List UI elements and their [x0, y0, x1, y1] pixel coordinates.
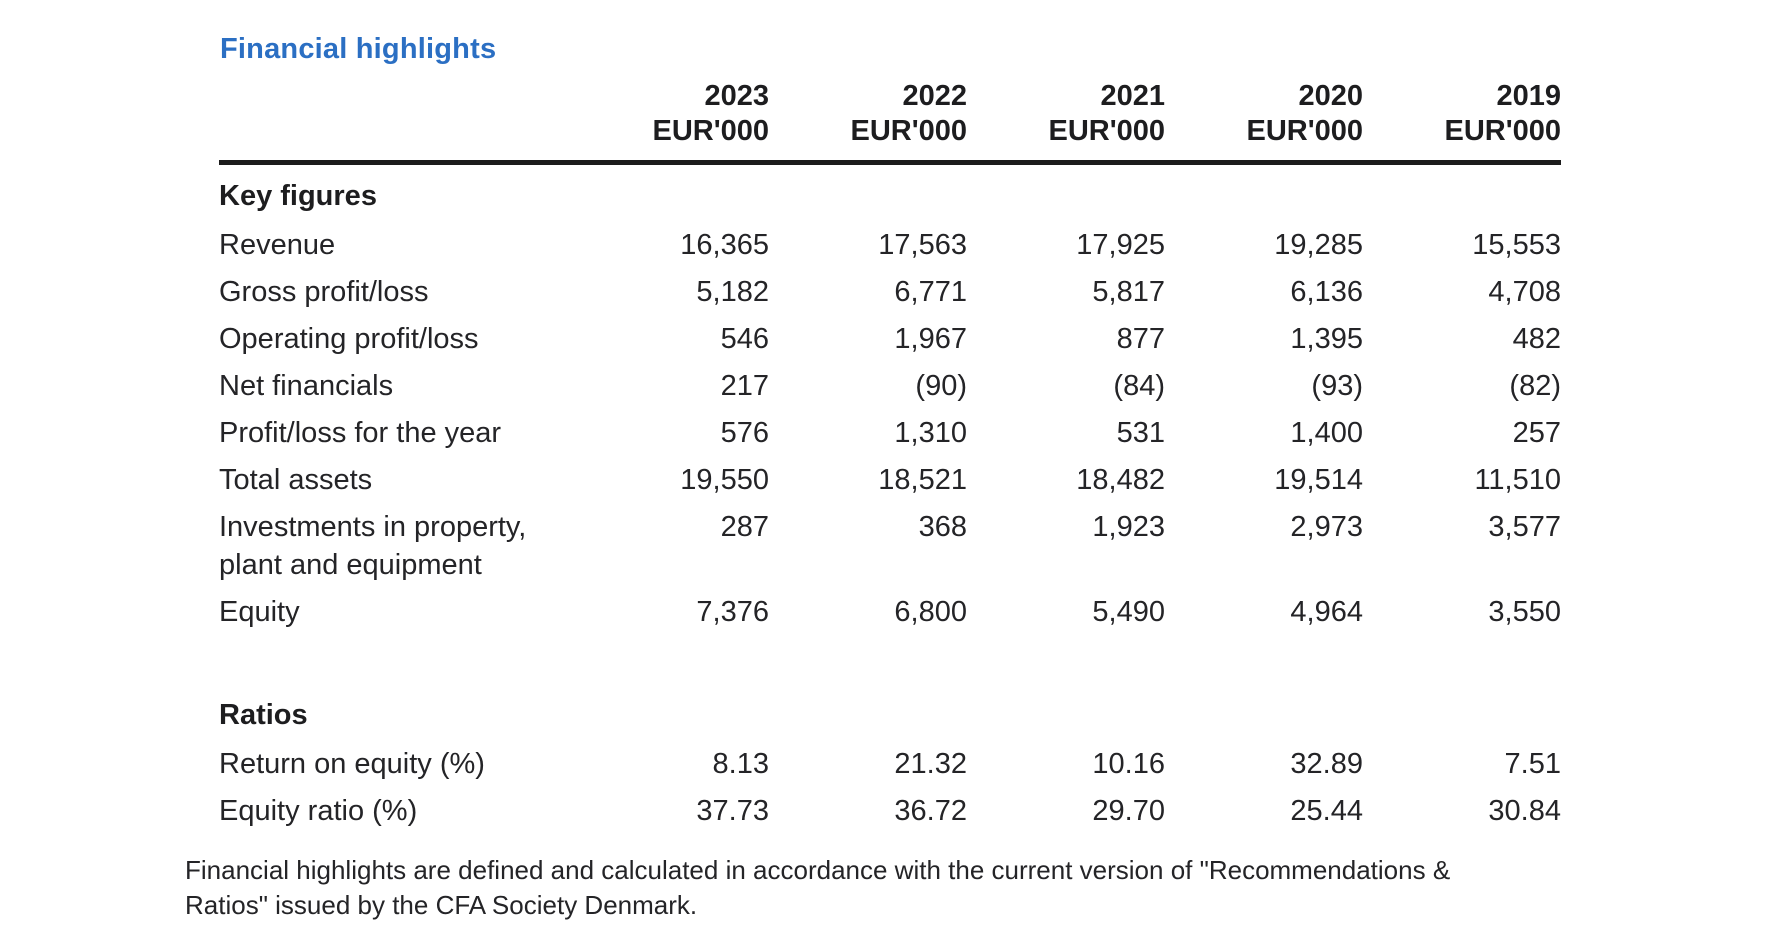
row-value: 5,490	[1092, 596, 1165, 628]
row-value: (90)	[915, 370, 967, 402]
row-value: 29.70	[1092, 795, 1165, 827]
row-value: 7,376	[696, 596, 769, 628]
row-value: 5,182	[696, 276, 769, 308]
row-value: 4,964	[1290, 596, 1363, 628]
header-spacer	[219, 115, 571, 160]
section-heading: Key figures	[219, 180, 377, 212]
year-header: 2021	[1100, 80, 1165, 112]
row-value: 1,967	[894, 323, 967, 355]
row-value: 25.44	[1290, 795, 1363, 827]
table-row: Total assets 19,550 18,521 18,482 19,514 11,5…	[219, 457, 1561, 504]
row-value: 17,563	[878, 229, 967, 261]
row-value: 30.84	[1488, 795, 1561, 827]
table-row: Net financials 217 (90) (84) (93) (82)	[219, 363, 1561, 410]
year-header: 2022	[902, 80, 967, 112]
table-body: Key figures Revenue 16,365 17,563 17,925 19,2…	[219, 165, 1561, 835]
row-label: Return on equity (%)	[219, 748, 485, 780]
unit-header: EUR'000	[1048, 115, 1165, 147]
row-value: 11,510	[1474, 464, 1561, 496]
row-label: Operating profit/loss	[219, 323, 479, 355]
table-section: Ratios Return on equity (%) 8.13 21.32 10.16…	[219, 684, 1561, 835]
row-label: Total assets	[219, 464, 373, 496]
page-title: Financial highlights	[220, 33, 497, 65]
row-value: (82)	[1509, 370, 1561, 402]
row-value: 1,310	[894, 417, 967, 449]
row-label: Profit/loss for the year	[219, 417, 502, 449]
row-value: 21.32	[894, 748, 967, 780]
row-value: 37.73	[696, 795, 769, 827]
row-value: 17,925	[1076, 229, 1165, 261]
table-section: Key figures Revenue 16,365 17,563 17,925 19,2…	[219, 165, 1561, 636]
row-value: 6,136	[1290, 276, 1363, 308]
row-value: 1,923	[1092, 511, 1165, 543]
row-label: Equity ratio (%)	[219, 795, 418, 827]
table-row: Equity 7,376 6,800 5,490 4,964 3,550	[219, 589, 1561, 636]
year-header: 2019	[1496, 80, 1561, 112]
row-value: 19,285	[1274, 229, 1363, 261]
year-header: 2023	[704, 80, 769, 112]
row-value: 531	[1116, 417, 1165, 449]
row-value: 2,973	[1290, 511, 1363, 543]
unit-header: EUR'000	[850, 115, 967, 147]
row-value: 36.72	[894, 795, 967, 827]
row-value: 32.89	[1290, 748, 1363, 780]
row-label: Revenue	[219, 229, 336, 261]
table-row: Profit/loss for the year 576 1,310 531 1,400…	[219, 410, 1561, 457]
table-row: Revenue 16,365 17,563 17,925 19,285 15,553	[219, 222, 1561, 269]
financial-highlights-table: 2023 2022 2021 2020 2019 EUR'000 EUR'000 EUR'0…	[219, 72, 1561, 835]
row-value: 217	[720, 370, 769, 402]
row-label: Equity	[219, 596, 300, 628]
header-spacer	[219, 72, 571, 115]
year-header-row: 2023 2022 2021 2020 2019	[219, 72, 1561, 115]
row-value: 7.51	[1504, 748, 1561, 780]
row-value: 19,514	[1274, 464, 1363, 496]
row-value: 576	[720, 417, 769, 449]
row-value: 287	[720, 511, 769, 543]
row-value: 257	[1512, 417, 1561, 449]
table-row: Gross profit/loss 5,182 6,771 5,817 6,136 4,7…	[219, 269, 1561, 316]
row-value: 10.16	[1092, 748, 1165, 780]
row-label: Gross profit/loss	[219, 276, 429, 308]
row-value: 8.13	[712, 748, 769, 780]
row-value: (84)	[1113, 370, 1165, 402]
row-value: 19,550	[680, 464, 769, 496]
year-header: 2020	[1298, 80, 1363, 112]
table-row: Return on equity (%) 8.13 21.32 10.16 32.89 7…	[219, 741, 1561, 788]
row-label: Investments in property, plant and equip…	[219, 511, 527, 581]
row-value: 3,550	[1488, 596, 1561, 628]
row-value: (93)	[1311, 370, 1363, 402]
table-row: Equity ratio (%) 37.73 36.72 29.70 25.44 30.8…	[219, 788, 1561, 835]
row-value: 1,395	[1290, 323, 1363, 355]
row-value: 1,400	[1290, 417, 1363, 449]
row-value: 3,577	[1488, 511, 1561, 543]
section-heading: Ratios	[219, 699, 308, 731]
row-value: 482	[1512, 323, 1561, 355]
unit-header: EUR'000	[1246, 115, 1363, 147]
row-value: 6,771	[894, 276, 967, 308]
unit-header-row: EUR'000 EUR'000 EUR'000 EUR'000 EUR'000	[219, 115, 1561, 165]
row-value: 4,708	[1488, 276, 1561, 308]
footnote: Financial highlights are defined and cal…	[185, 855, 1451, 920]
row-label: Net financials	[219, 370, 394, 402]
row-value: 15,553	[1472, 229, 1561, 261]
unit-header: EUR'000	[652, 115, 769, 147]
row-value: 18,482	[1076, 464, 1165, 496]
row-value: 546	[720, 323, 769, 355]
row-value: 18,521	[878, 464, 967, 496]
unit-header: EUR'000	[1444, 115, 1561, 147]
row-value: 6,800	[894, 596, 967, 628]
table-row: Operating profit/loss 546 1,967 877 1,395 482	[219, 316, 1561, 363]
row-value: 16,365	[680, 229, 769, 261]
row-value: 368	[918, 511, 967, 543]
row-value: 5,817	[1092, 276, 1165, 308]
table-row: Investments in property, plant and equip…	[219, 504, 1561, 589]
row-value: 877	[1116, 323, 1165, 355]
